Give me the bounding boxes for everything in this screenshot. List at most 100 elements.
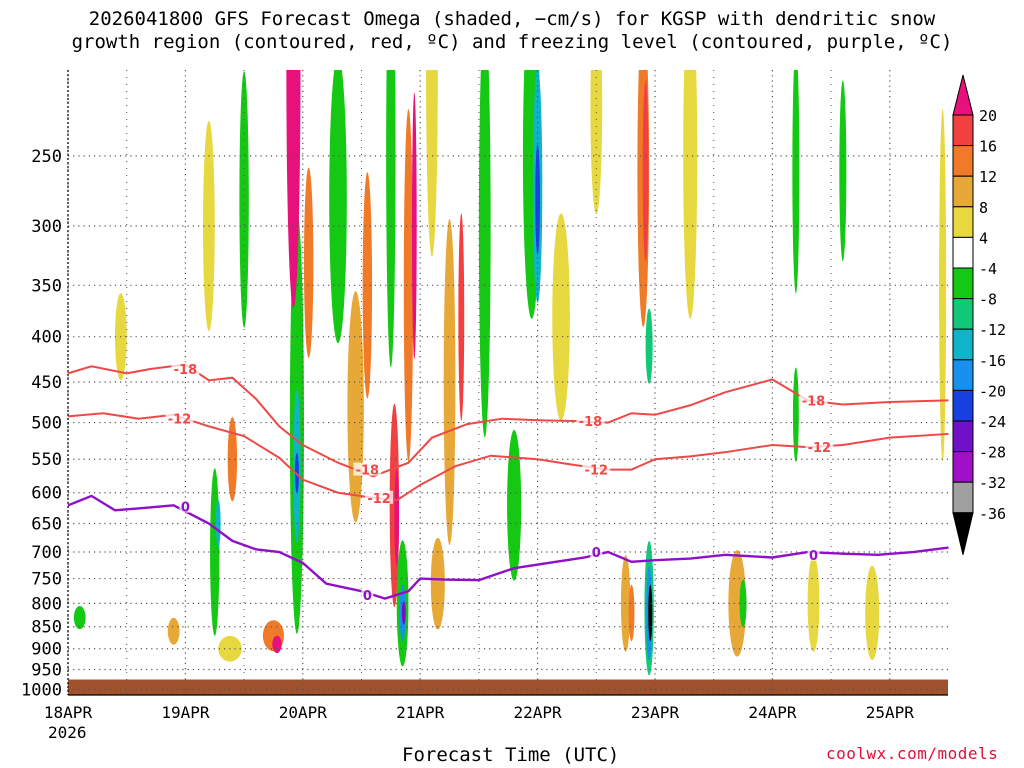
y-tick-label-1000: 1000 bbox=[21, 680, 62, 700]
omega-cell-27 bbox=[426, 70, 438, 257]
contour-label-bg-0-0 bbox=[171, 361, 200, 375]
colorbar-label-9: -20 bbox=[979, 382, 1006, 400]
omega-cell-37 bbox=[590, 70, 603, 215]
omega-cell-6 bbox=[227, 417, 238, 502]
x-tick-label-5: 23APR bbox=[631, 703, 680, 722]
colorbar-label-12: -32 bbox=[979, 474, 1006, 492]
colorbar-bin-2 bbox=[952, 145, 974, 177]
omega-cell-14 bbox=[286, 70, 301, 308]
x-start-year: 2026 bbox=[48, 723, 87, 742]
omega-cell-24 bbox=[401, 601, 406, 625]
x-tick-label-7: 25APR bbox=[866, 703, 915, 722]
contour-label-1-2: -12 bbox=[585, 464, 609, 479]
omega-cell-28 bbox=[430, 537, 445, 630]
colorbar-label-2: 12 bbox=[979, 168, 997, 186]
omega-shading bbox=[73, 70, 947, 676]
omega-cell-15 bbox=[303, 167, 314, 358]
contour-label-bg-2-1 bbox=[361, 588, 374, 602]
y-tick-label-650: 650 bbox=[31, 515, 62, 535]
omega-cell-30 bbox=[458, 213, 465, 421]
omega-cell-41 bbox=[642, 80, 649, 262]
contour-label-0-2: -18 bbox=[579, 415, 603, 430]
y-tick-label-700: 700 bbox=[31, 543, 62, 563]
omega-cell-21 bbox=[394, 469, 400, 566]
contour-label-2-0: 0 bbox=[181, 501, 190, 516]
terrain-layer bbox=[68, 679, 948, 695]
omega-cell-46 bbox=[683, 70, 698, 319]
x-tick-label-0: 18APR bbox=[44, 703, 93, 722]
plot-frame bbox=[67, 70, 948, 696]
y-tick-label-750: 750 bbox=[31, 570, 62, 590]
y-tick-label-850: 850 bbox=[31, 618, 62, 638]
omega-cell-29 bbox=[443, 219, 456, 546]
colorbar-bin-4 bbox=[952, 206, 974, 238]
contour-label-2-2: 0 bbox=[592, 546, 601, 561]
contour-label-bg-0-2 bbox=[576, 414, 605, 428]
colorbar-bin-8 bbox=[952, 328, 974, 361]
colorbar-bin-9 bbox=[952, 359, 974, 391]
contour-label-0-0: -18 bbox=[174, 363, 198, 378]
colorbar-label-5: -4 bbox=[979, 260, 997, 278]
x-tick-label-3: 21APR bbox=[396, 703, 445, 722]
colorbar-bin-3 bbox=[952, 175, 974, 208]
colorbar-bin-10 bbox=[952, 389, 974, 422]
y-tick-label-350: 350 bbox=[31, 276, 62, 296]
axes: 2503003504004505005506006507007508008509… bbox=[21, 147, 914, 722]
omega-cell-42 bbox=[645, 308, 653, 384]
colorbar-label-0: 20 bbox=[979, 107, 997, 125]
y-tick-label-800: 800 bbox=[31, 594, 62, 614]
colorbar-bin-7 bbox=[952, 298, 974, 330]
colorbar-label-4: 4 bbox=[979, 229, 988, 247]
y-tick-label-600: 600 bbox=[31, 484, 62, 504]
credit-link[interactable]: coolwx.com/models bbox=[826, 744, 999, 763]
y-tick-label-500: 500 bbox=[31, 414, 62, 434]
omega-cell-0 bbox=[73, 605, 86, 630]
y-tick-label-250: 250 bbox=[31, 147, 62, 167]
omega-cell-35 bbox=[535, 144, 540, 255]
contour-label-bg-2-0 bbox=[179, 499, 192, 513]
omega-cell-38 bbox=[620, 555, 631, 652]
contour-label-bg-1-2 bbox=[582, 462, 611, 476]
colorbar-bin-11 bbox=[952, 420, 974, 453]
colorbar-label-10: -24 bbox=[979, 413, 1006, 431]
contour-label-1-1: -12 bbox=[367, 492, 391, 507]
omega-cell-49 bbox=[792, 70, 800, 294]
omega-cell-36 bbox=[552, 213, 570, 421]
contour-label-2-1: 0 bbox=[363, 589, 372, 604]
colorbar-bin-6 bbox=[952, 267, 974, 300]
colorbar-label-8: -16 bbox=[979, 352, 1006, 370]
title-line-2: growth region (contoured, red, ºC) and f… bbox=[71, 31, 953, 53]
contour-line-0-2 bbox=[67, 494, 949, 600]
grid-lines bbox=[67, 70, 948, 695]
omega-cell-51 bbox=[807, 555, 820, 652]
x-tick-label-1: 19APR bbox=[161, 703, 210, 722]
title-line-1: 2026041800 GFS Forecast Omega (shaded, −… bbox=[88, 8, 936, 30]
colorbar-label-1: 16 bbox=[979, 138, 997, 156]
colorbar: 20 16 12 8 4 -4 -8 -12 -16 -20 -24 -28 -32 -36 bbox=[952, 74, 1006, 555]
x-axis-label: Forecast Time (UTC) bbox=[402, 744, 620, 766]
colorbar-top-arrow bbox=[952, 74, 974, 116]
contour-lines: -18 -18 -18 -18 -12 -12 -12 -12 0 0 0 0 bbox=[67, 361, 949, 604]
contour-label-1-0: -12 bbox=[168, 413, 192, 428]
colorbar-label-6: -8 bbox=[979, 291, 997, 309]
omega-cell-53 bbox=[865, 565, 880, 661]
omega-cell-45 bbox=[648, 584, 653, 642]
omega-cell-31 bbox=[478, 70, 491, 438]
contour-label-bg-2-2 bbox=[590, 545, 603, 559]
colorbar-label-7: -12 bbox=[979, 321, 1006, 339]
omega-cell-25 bbox=[403, 109, 414, 462]
contour-line--18-0 bbox=[67, 363, 949, 478]
colorbar-bin-1 bbox=[952, 114, 974, 147]
y-tick-label-900: 900 bbox=[31, 640, 62, 660]
omega-cell-32 bbox=[507, 429, 522, 581]
omega-cell-52 bbox=[839, 80, 847, 262]
omega-cell-19 bbox=[386, 70, 396, 368]
contour-label-0-1: -18 bbox=[356, 464, 380, 479]
omega-cell-10 bbox=[272, 635, 282, 654]
omega-cell-48 bbox=[739, 579, 747, 628]
y-tick-label-300: 300 bbox=[31, 217, 62, 237]
colorbar-bin-13 bbox=[952, 481, 974, 514]
omega-cell-50 bbox=[792, 367, 799, 463]
colorbar-bin-5 bbox=[952, 236, 974, 269]
